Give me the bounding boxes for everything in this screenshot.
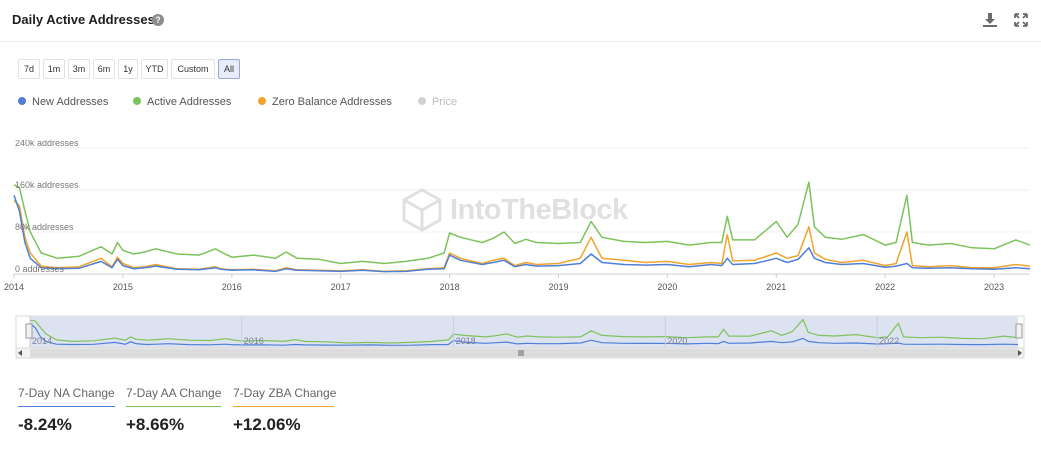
- navigator-line: [29, 322, 1019, 346]
- navigator-tick-labels: 2014 2016 2018 2020 2022: [29, 316, 899, 348]
- series-line-active-addresses: [13, 181, 1031, 265]
- stat-label: 7-Day ZBA Change: [233, 386, 337, 400]
- legend-label: Active Addresses: [147, 96, 232, 108]
- x-tick-label: 2014: [4, 282, 24, 292]
- y-tick-label: 240k addresses: [15, 140, 79, 148]
- y-tick-label: 160k addresses: [15, 180, 79, 190]
- legend-label: Price: [432, 96, 458, 108]
- stat-value: +12.06%: [233, 415, 301, 434]
- question-circle-icon[interactable]: ?: [152, 14, 164, 26]
- legend-item-new-addresses[interactable]: New Addresses: [18, 96, 108, 108]
- download-icon[interactable]: [982, 12, 998, 28]
- navigator-series: [29, 318, 1019, 346]
- legend-label: New Addresses: [32, 96, 109, 108]
- scroll-left-icon[interactable]: [18, 350, 22, 356]
- grid-lines: [14, 147, 1030, 275]
- scrollbar-grip-icon: [518, 350, 524, 356]
- x-tick-label: 2015: [113, 282, 133, 292]
- stat-aa-change: 7-Day AA Change +8.66%: [126, 386, 221, 435]
- x-tick-label: 2018: [440, 282, 460, 292]
- main-chart[interactable]: 0 addresses 80k addresses 160k addresses 24…: [0, 140, 1041, 300]
- legend-label: Zero Balance Addresses: [272, 96, 392, 108]
- stat-value: -8.24%: [18, 415, 72, 434]
- navigator-left-handle[interactable]: [25, 323, 33, 339]
- series-line-new-addresses: [13, 195, 1031, 273]
- y-tick-label: 0 addresses: [15, 264, 65, 274]
- stat-na-change: 7-Day NA Change -8.24%: [18, 386, 115, 435]
- x-tick-label: 2021: [766, 282, 786, 292]
- stat-value: +8.66%: [126, 415, 185, 434]
- stat-zba-change: 7-Day ZBA Change +12.06%: [233, 386, 337, 435]
- scroll-right-icon[interactable]: [1018, 350, 1022, 356]
- series-line-zero-balance-addresses: [13, 199, 1031, 273]
- legend-dot-icon: [258, 97, 266, 105]
- series-lines: [13, 181, 1031, 273]
- navigator-tick-label: 2014: [32, 336, 52, 346]
- navigator-tick-label: 2020: [667, 336, 687, 346]
- range-button-all[interactable]: All: [218, 59, 240, 79]
- range-button-ytd[interactable]: YTD: [141, 59, 168, 79]
- stat-label: 7-Day NA Change: [18, 386, 115, 400]
- stat-underline: [18, 406, 115, 407]
- stat-label: 7-Day AA Change: [126, 386, 222, 400]
- range-button-custom[interactable]: Custom: [171, 59, 215, 79]
- range-button-7d[interactable]: 7d: [18, 59, 40, 79]
- x-tick-label: 2023: [984, 282, 1004, 292]
- y-axis-labels: 0 addresses 80k addresses 160k addresses 24…: [15, 140, 79, 274]
- expand-icon[interactable]: [1013, 12, 1029, 28]
- range-button-1m[interactable]: 1m: [43, 59, 65, 79]
- page-title: Daily Active Addresses: [12, 12, 155, 27]
- legend-item-price[interactable]: Price: [418, 96, 457, 108]
- legend-dot-icon: [133, 97, 141, 105]
- range-button-1y[interactable]: 1y: [118, 59, 138, 79]
- navigator-line: [29, 318, 1019, 344]
- chart-header: Daily Active Addresses ?: [0, 0, 1041, 42]
- y-tick-label: 80k addresses: [15, 222, 74, 232]
- x-tick-label: 2020: [657, 282, 677, 292]
- navigator[interactable]: 2014 2016 2018 2020 2022: [0, 312, 1041, 362]
- range-button-3m[interactable]: 3m: [68, 59, 90, 79]
- navigator-tick-label: 2022: [879, 336, 899, 346]
- x-axis-labels: 2014 2015 2016 2017 2018 2019 2020 2021 2022 2023: [4, 274, 1004, 292]
- navigator-right-handle[interactable]: [1015, 323, 1023, 339]
- x-tick-label: 2022: [875, 282, 895, 292]
- navigator-tick-label: 2018: [456, 336, 476, 346]
- x-tick-label: 2017: [331, 282, 351, 292]
- range-button-6m[interactable]: 6m: [93, 59, 115, 79]
- legend-item-active-addresses[interactable]: Active Addresses: [133, 96, 231, 108]
- navigator-scrollbar-thumb[interactable]: [30, 349, 1018, 357]
- legend-item-zero-balance-addresses[interactable]: Zero Balance Addresses: [258, 96, 392, 108]
- x-tick-label: 2019: [548, 282, 568, 292]
- legend-dot-icon: [418, 97, 426, 105]
- x-tick-label: 2016: [222, 282, 242, 292]
- legend-dot-icon: [18, 97, 26, 105]
- stat-underline: [233, 406, 334, 407]
- stat-underline: [126, 406, 221, 407]
- navigator-tick-label: 2016: [244, 336, 264, 346]
